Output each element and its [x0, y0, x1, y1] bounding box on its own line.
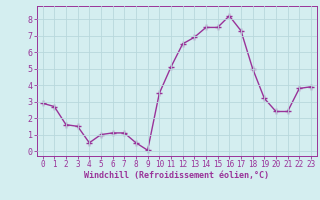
X-axis label: Windchill (Refroidissement éolien,°C): Windchill (Refroidissement éolien,°C)	[84, 171, 269, 180]
